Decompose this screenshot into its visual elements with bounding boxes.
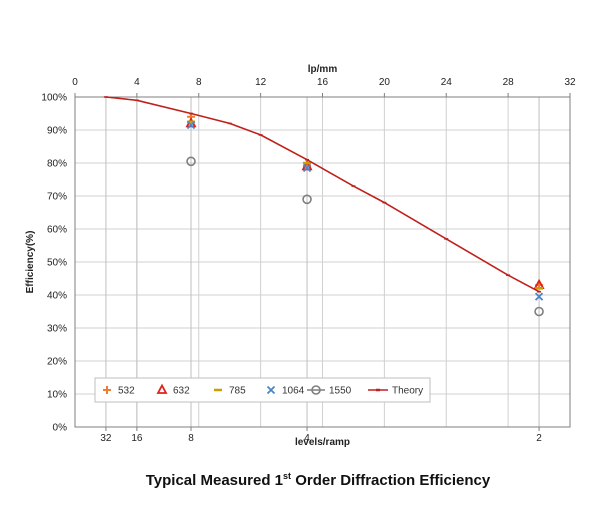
series-632 [185,116,545,289]
data-point-1550 [302,194,312,205]
top-tick-label: 0 [72,77,78,88]
top-tick-label: 20 [379,77,391,88]
data-series [103,96,545,317]
series-theory [103,96,542,293]
y-tick-label: 90% [47,126,67,137]
y-tick-label: 10% [47,390,67,401]
y-tick-label: 30% [47,324,67,335]
y-tick-label: 60% [47,225,67,236]
y-tick-label: 0% [53,423,68,434]
y-tick-label: 40% [47,291,67,302]
bottom-tick-label: 16 [131,433,143,444]
data-point-1550 [186,156,196,167]
bottom-tick-label: 8 [188,433,194,444]
bottom-tick-label: 4 [304,433,310,444]
top-tick-label: 12 [255,77,267,88]
series-1064 [186,120,544,301]
top-x-axis-ticks: 0 4 8 12 16 20 24 28 32 [72,77,576,97]
y-tick-label: 70% [47,192,67,203]
top-tick-label: 8 [196,77,202,88]
legend-marker-1550 [311,385,321,395]
top-tick-label: 4 [134,77,140,88]
legend-label-532: 532 [118,386,135,397]
legend-label-632: 632 [173,386,190,397]
y-tick-label: 20% [47,357,67,368]
top-tick-label: 32 [564,77,576,88]
top-tick-label: 28 [503,77,515,88]
legend-marker-532 [103,386,111,394]
legend-label-theory: Theory [392,386,423,397]
y-axis-title: Efficiency(%) [25,231,36,294]
legend-label-785: 785 [229,386,246,397]
legend-label-1550: 1550 [329,386,352,397]
chart-title-part-2: Order Diffraction Efficiency [291,472,491,489]
y-tick-label: 80% [47,159,67,170]
data-point-1064 [534,292,544,301]
legend-label-1064: 1064 [282,386,305,397]
series-1550 [186,156,544,317]
chart-title-part-1: Typical Measured 1 [145,472,284,489]
x-axis-title-top: lp/mm [308,64,338,75]
top-tick-label: 24 [441,77,453,88]
bottom-tick-label: 2 [536,433,542,444]
bottom-x-axis-ticks: 32 16 8 4 2 [100,427,542,444]
x-axis-title-bottom: levels/ramp [295,437,350,448]
chart-title: Typical Measured 1st Order Diffraction E… [0,471,600,489]
data-point-1550 [534,306,544,317]
y-tick-label: 100% [41,93,67,104]
data-point-1064 [186,120,196,130]
y-tick-label: 50% [47,258,67,269]
legend: 532 632 785 1064 1550 Theory [94,377,431,403]
data-point-1064 [302,163,312,173]
legend-marker-632 [156,383,168,394]
series-532 [187,112,544,290]
legend-marker-1064 [266,385,276,395]
series-785 [187,120,544,290]
chart-title-superscript: st [283,471,292,481]
top-tick-label: 16 [317,77,329,88]
y-axis-ticks: 0% 10% 20% 30% 40% 50% 60% 70% 80% 90% 100% [41,93,67,434]
bottom-tick-label: 32 [100,433,112,444]
